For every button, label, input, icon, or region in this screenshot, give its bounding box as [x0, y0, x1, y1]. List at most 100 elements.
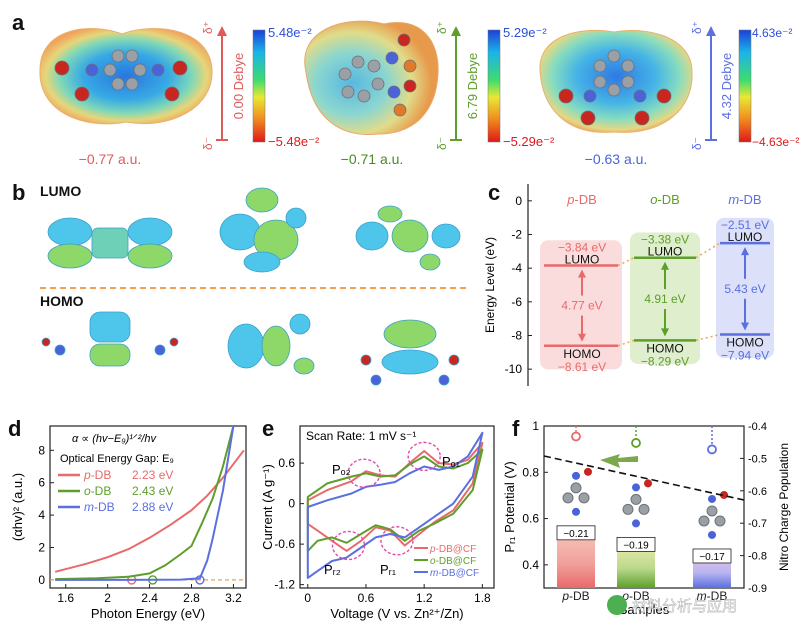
panel-f-letter: f	[512, 416, 520, 441]
molecule-atom	[578, 492, 590, 504]
label-suffix-part: -DB	[94, 500, 115, 514]
label-italic-part: m	[84, 500, 94, 514]
molecule-model	[338, 33, 417, 117]
label-italic-part: p	[429, 544, 436, 555]
y-tick-label: 0	[515, 194, 522, 208]
homo-label: HOMO	[726, 335, 763, 349]
gap-arrowhead	[741, 247, 749, 256]
colorbar-max-o-db: 5.29e⁻²	[503, 25, 547, 40]
homo-orbital-o-db	[227, 313, 315, 375]
label-suffix-part: -DB	[569, 589, 590, 603]
label-italic-part: m	[430, 568, 438, 579]
x-axis-label: Photon Energy (eV)	[91, 606, 205, 621]
x-tick-label: 0.6	[358, 591, 375, 605]
y-tick-label: 8	[38, 443, 45, 457]
x-tick-label: 2	[104, 591, 111, 605]
lumo-label: LUMO	[565, 252, 600, 266]
gap-arrowhead	[578, 269, 586, 278]
panel-c-letter: c	[488, 180, 500, 205]
label-suffix-part: -DB@CF	[436, 556, 477, 567]
legend-value-o-DB: 2.43 eV	[132, 484, 173, 498]
delta-minus-label: δ⁻	[201, 137, 215, 150]
charge-marker	[571, 431, 581, 442]
partial-charge-m-db: −0.63 a.u.	[585, 151, 648, 167]
delta-plus-label: δ⁺	[201, 21, 215, 34]
watermark: 材料分析与应用	[607, 595, 737, 615]
gap-marker-m-DB	[195, 575, 205, 585]
label-suffix-part: -DB	[91, 484, 112, 498]
delta-plus-label: δ⁺	[435, 21, 449, 34]
colorbar-min-p-db: −5.48e⁻²	[268, 134, 320, 149]
lumo-label: LUMO	[648, 245, 683, 259]
category-label: p-DB	[561, 589, 589, 603]
trend-arrow	[600, 454, 638, 468]
delta-minus-label: δ⁻	[435, 137, 449, 150]
esp-map-p-db: −0.77 a.u. δ⁺ δ⁻ 0.00 Debye 5.48e⁻² −5.4…	[39, 21, 320, 167]
gap-value-o-DB: 4.91 eV	[644, 292, 685, 306]
y-tick-label: 0	[288, 497, 295, 511]
peak-label: Pₒ₂	[332, 462, 351, 477]
panel-b-letter: b	[12, 180, 25, 205]
homo-value-o-DB: −8.29 eV	[641, 354, 689, 368]
molecule-atom	[622, 503, 634, 515]
x-tick-label: 1.2	[416, 591, 433, 605]
molecule-atom	[706, 505, 718, 517]
y-tick-label: -1.2	[274, 578, 295, 592]
y-tick-label: 6	[38, 476, 45, 490]
y-tick-label: 1	[532, 419, 539, 433]
homo-label: HOMO	[646, 341, 683, 355]
legend-label-p-DB@CF: p-DB@CF	[429, 544, 476, 555]
esp-surface	[304, 20, 439, 135]
lumo-value-o-DB: −3.38 eV	[641, 233, 689, 247]
molecule-atom	[644, 479, 652, 488]
dipole-arrowhead	[706, 26, 716, 36]
y-tick-label: -10	[505, 362, 523, 376]
y2-tick-label: -0.8	[748, 551, 767, 563]
legend-value-p-DB: 2.23 eV	[132, 468, 173, 482]
homo-connector	[695, 333, 721, 342]
gap-arrowhead	[578, 333, 586, 342]
bar-label-box	[556, 525, 596, 541]
label-suffix-part: -DB@CF	[438, 568, 479, 579]
lumo-row-label: LUMO	[40, 183, 81, 199]
y-tick-label: -4	[511, 261, 522, 275]
molecule-atom	[572, 507, 580, 516]
lumo-orbital-p-db	[47, 217, 173, 269]
esp-map-m-db: −0.63 a.u. δ⁺ δ⁻ 4.32 Debye 4.63e⁻² −4.6…	[539, 21, 799, 167]
y2-tick-label: -0.4	[748, 421, 767, 433]
label-italic-part: o	[84, 484, 91, 498]
y-tick-label: 0.6	[522, 512, 539, 526]
label-italic-part: p	[561, 589, 569, 603]
x-axis-label: Voltage (V vs. Zn²⁺/Zn)	[330, 606, 463, 621]
category-label: m-DB	[697, 589, 728, 603]
molecule-atom	[698, 515, 710, 527]
x-tick-label: 1.8	[474, 591, 491, 605]
label-suffix-part: -DB	[629, 589, 650, 603]
x-tick-label: 2.4	[141, 591, 158, 605]
dipole-arrowhead	[451, 26, 461, 36]
molecule-atom	[720, 490, 728, 499]
band-p-DB	[540, 240, 622, 370]
label-italic-part: m	[728, 192, 739, 207]
legend-label-o-DB@CF: o-DB@CF	[430, 556, 476, 567]
legend-value-m-DB: 2.88 eV	[132, 500, 173, 514]
label-italic-part: o	[650, 192, 657, 207]
band-m-DB	[716, 217, 774, 359]
homo-orbital-m-db	[360, 319, 460, 386]
label-italic-part: p	[83, 468, 91, 482]
lumo-value-m-DB: −2.51 eV	[721, 218, 769, 232]
y-tick-label: -8	[511, 329, 522, 343]
y-tick-label: 0.8	[522, 465, 539, 479]
y-tick-label: -0.6	[274, 537, 295, 551]
molecule-atom	[708, 494, 716, 503]
molecule-atom	[708, 530, 716, 539]
legend-label-p-DB: p-DB	[83, 468, 111, 482]
label-suffix-part: -DB	[657, 192, 679, 207]
molecule-atom	[632, 519, 640, 528]
panel-d: d 1.6 2 2.4 2.8 3.2 0 2 4 6 8 Photon Energy (eV) (α…	[8, 416, 247, 621]
colorbar-p-db	[252, 29, 266, 143]
y2-tick-label: -0.7	[748, 518, 767, 530]
peak-label: Pᵣ₁	[380, 562, 397, 577]
esp-surface	[539, 29, 693, 133]
x-tick-label: 1.6	[57, 591, 74, 605]
